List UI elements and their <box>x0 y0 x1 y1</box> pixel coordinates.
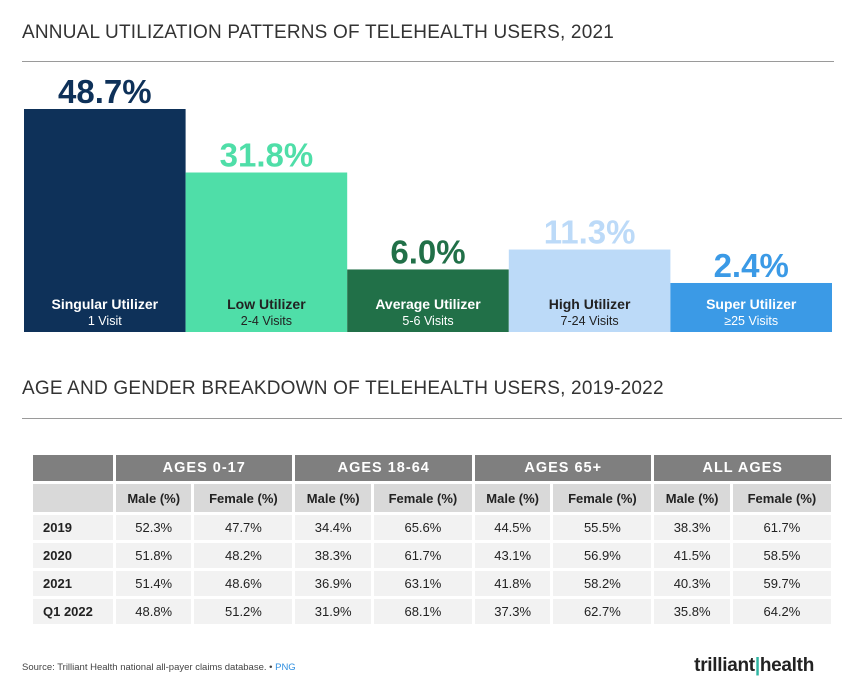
bar-super-utilizer <box>670 282 832 292</box>
table-cell: 35.8% <box>654 599 730 624</box>
table-cell: 48.6% <box>194 571 293 596</box>
bar-singular-utilizer <box>24 109 186 292</box>
table-cell: 43.1% <box>474 543 551 568</box>
png-download-link[interactable]: PNG <box>275 662 296 673</box>
category-sublabel-singular-utilizer: 1 Visit <box>88 314 122 328</box>
table-subheader-corner <box>33 484 113 512</box>
table-cell: 61.7% <box>373 543 472 568</box>
table-cell: 56.9% <box>553 543 652 568</box>
group-header-all-ages: ALL AGES <box>654 455 831 481</box>
subheader-male: Male (%) <box>654 484 730 512</box>
subheader-female: Female (%) <box>194 484 293 512</box>
table-cell: 62.7% <box>553 599 652 624</box>
table-cell: 63.1% <box>373 571 472 596</box>
table-group-header-row: AGES 0-17 AGES 18-64 AGES 65+ ALL AGES <box>33 455 831 481</box>
category-band-singular-utilizer <box>24 292 186 332</box>
bar-high-utilizer <box>508 249 671 292</box>
row-year: 2019 <box>33 515 113 540</box>
table-cell: 59.7% <box>732 571 831 596</box>
table-row: 2021 51.4% 48.6% 36.9% 63.1% 41.8% 58.2%… <box>33 571 831 596</box>
table-row: 2019 52.3% 47.7% 34.4% 65.6% 44.5% 55.5%… <box>33 515 831 540</box>
subheader-male: Male (%) <box>474 484 551 512</box>
category-label-average-utilizer: Average Utilizer <box>375 296 481 312</box>
category-label-super-utilizer: Super Utilizer <box>706 296 797 312</box>
category-label-high-utilizer: High Utilizer <box>549 296 631 312</box>
bar-value-label-high-utilizer: 11.3% <box>544 214 636 251</box>
bar-value-label-average-utilizer: 6.0% <box>390 233 465 270</box>
subheader-female: Female (%) <box>732 484 831 512</box>
table-cell: 51.8% <box>116 543 192 568</box>
table-cell: 40.3% <box>654 571 730 596</box>
table-cell: 68.1% <box>373 599 472 624</box>
group-header-ages-18-64: AGES 18-64 <box>295 455 472 481</box>
logo-mark-icon: | <box>754 655 760 676</box>
category-label-low-utilizer: Low Utilizer <box>227 296 306 312</box>
table-subheader-row: Male (%) Female (%) Male (%) Female (%) … <box>33 484 831 512</box>
category-sublabel-high-utilizer: 7-24 Visits <box>561 314 619 328</box>
category-band-high-utilizer <box>508 292 671 332</box>
logo-text-trilliant: trilliant <box>694 655 755 676</box>
table-cell: 37.3% <box>474 599 551 624</box>
table-cell: 31.9% <box>295 599 371 624</box>
bar-average-utilizer <box>347 269 509 292</box>
group-header-ages-65-plus: AGES 65+ <box>474 455 652 481</box>
row-year: Q1 2022 <box>33 599 113 624</box>
subheader-male: Male (%) <box>116 484 192 512</box>
table-cell: 41.5% <box>654 543 730 568</box>
table-cell: 65.6% <box>373 515 472 540</box>
chart-title-divider <box>22 61 834 62</box>
utilization-bar-chart: 48.7% Singular Utilizer 1 Visit 31.8% Low Ut… <box>24 73 832 332</box>
logo-text-health: health <box>759 655 814 676</box>
category-sublabel-super-utilizer: ≥25 Visits <box>724 314 778 328</box>
table-title-divider <box>22 418 842 419</box>
table-corner-cell <box>33 455 113 481</box>
table-cell: 51.4% <box>116 571 192 596</box>
table-cell: 38.3% <box>295 543 371 568</box>
table-cell: 44.5% <box>474 515 551 540</box>
table-row: 2020 51.8% 48.2% 38.3% 61.7% 43.1% 56.9%… <box>33 543 831 568</box>
subheader-female: Female (%) <box>373 484 472 512</box>
trilliant-health-logo: trilliant|health <box>694 655 814 677</box>
table-cell: 47.7% <box>194 515 293 540</box>
table-cell: 58.5% <box>732 543 831 568</box>
category-label-singular-utilizer: Singular Utilizer <box>52 296 159 312</box>
table-cell: 36.9% <box>295 571 371 596</box>
bar-value-label-super-utilizer: 2.4% <box>714 247 789 284</box>
bar-value-label-low-utilizer: 31.8% <box>220 137 314 174</box>
source-note: Source: Trilliant Health national all-pa… <box>22 662 296 673</box>
table-cell: 61.7% <box>732 515 831 540</box>
table-cell: 38.3% <box>654 515 730 540</box>
category-band-super-utilizer <box>670 292 832 332</box>
source-text: Source: Trilliant Health national all-pa… <box>22 662 267 673</box>
table-cell: 48.8% <box>116 599 192 624</box>
table-cell: 41.8% <box>474 571 551 596</box>
table-cell: 48.2% <box>194 543 293 568</box>
table-cell: 64.2% <box>732 599 831 624</box>
category-band-average-utilizer <box>347 292 509 332</box>
bar-value-label-singular-utilizer: 48.7% <box>58 73 152 110</box>
category-band-low-utilizer <box>185 292 348 332</box>
table-cell: 51.2% <box>194 599 293 624</box>
subheader-female: Female (%) <box>553 484 652 512</box>
category-sublabel-average-utilizer: 5-6 Visits <box>402 314 453 328</box>
table-row: Q1 2022 48.8% 51.2% 31.9% 68.1% 37.3% 62… <box>33 599 831 624</box>
table-cell: 52.3% <box>116 515 192 540</box>
age-gender-table: AGES 0-17 AGES 18-64 AGES 65+ ALL AGES M… <box>30 452 834 627</box>
subheader-male: Male (%) <box>295 484 371 512</box>
table-cell: 58.2% <box>553 571 652 596</box>
row-year: 2021 <box>33 571 113 596</box>
table-cell: 55.5% <box>553 515 652 540</box>
bar-low-utilizer <box>185 172 348 292</box>
source-separator: • <box>269 662 273 673</box>
category-sublabel-low-utilizer: 2-4 Visits <box>241 314 292 328</box>
row-year: 2020 <box>33 543 113 568</box>
group-header-ages-0-17: AGES 0-17 <box>116 455 293 481</box>
table-title: AGE AND GENDER BREAKDOWN OF TELEHEALTH U… <box>22 378 664 399</box>
chart-title: ANNUAL UTILIZATION PATTERNS OF TELEHEALT… <box>22 22 614 43</box>
table-cell: 34.4% <box>295 515 371 540</box>
